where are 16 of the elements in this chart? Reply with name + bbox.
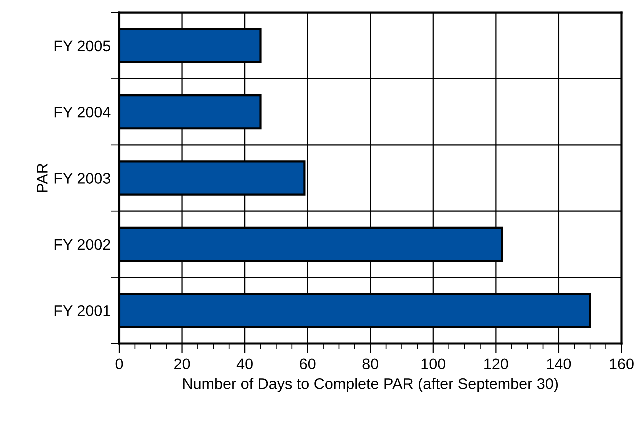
x-tick-label: 0 — [116, 358, 124, 370]
x-axis-title: Number of Days to Complete PAR (after September 30) — [184, 378, 558, 392]
x-tick-label: 160 — [610, 358, 634, 370]
y-tick-label: FY 2001 — [54, 306, 110, 316]
x-tick-label: 20 — [174, 358, 190, 370]
x-tick-label: 80 — [362, 358, 379, 370]
y-tick-label: FY 2003 — [54, 173, 110, 184]
y-tick-label: FY 2004 — [54, 106, 111, 118]
x-tick-label: 40 — [236, 358, 253, 370]
x-tick-label: 120 — [484, 358, 508, 370]
y-axis-title: PAR — [37, 164, 48, 192]
x-tick-label: 60 — [300, 358, 316, 370]
x-tick-label: 140 — [547, 358, 572, 370]
y-tick-label: FY 2005 — [54, 40, 111, 52]
x-tick-label: 100 — [422, 358, 446, 370]
y-tick-label: FY 2002 — [54, 239, 110, 250]
